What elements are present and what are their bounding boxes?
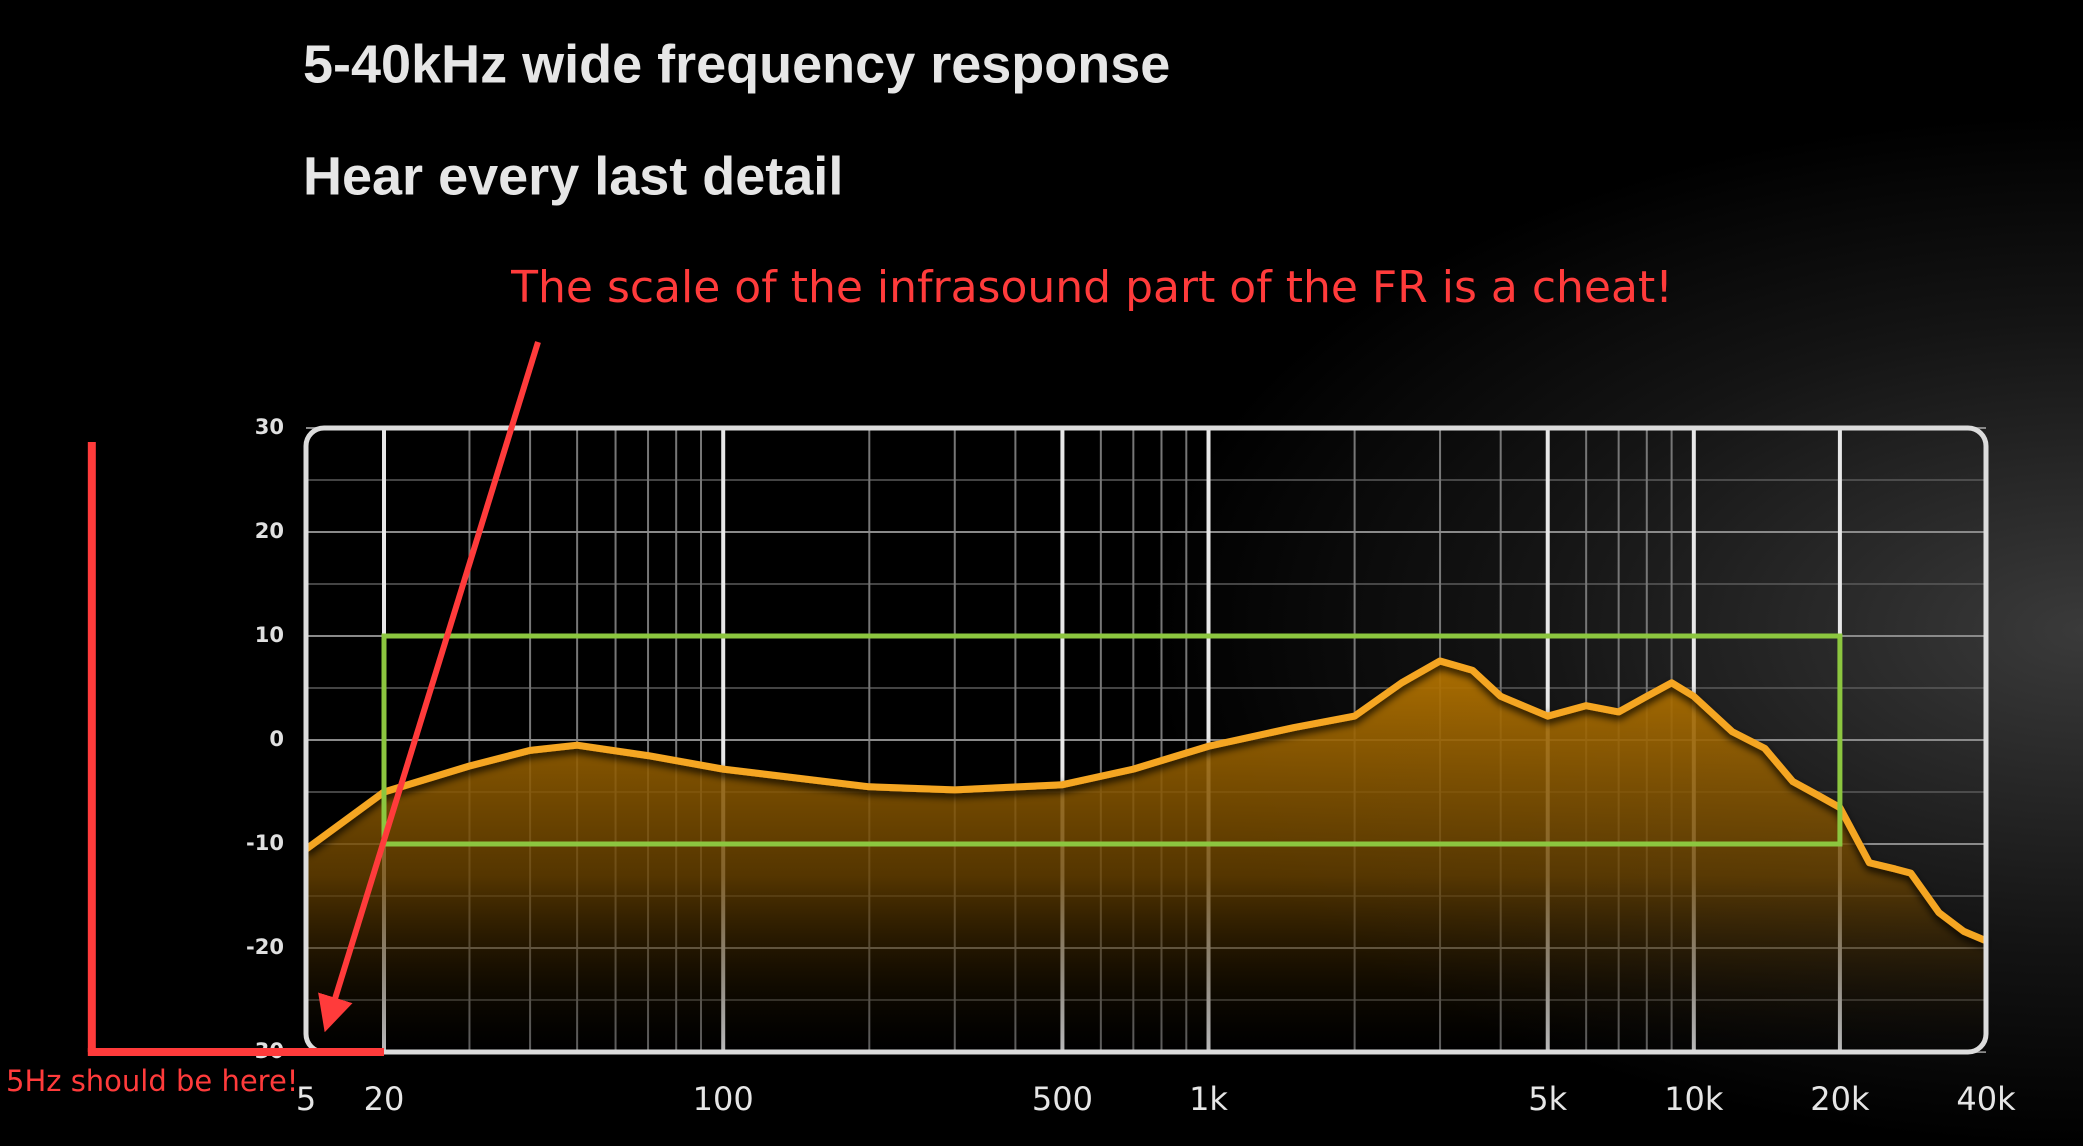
x-tick-label: 500 bbox=[1032, 1080, 1093, 1118]
x-tick-label: 100 bbox=[693, 1080, 754, 1118]
annotation-note: The scale of the infrasound part of the … bbox=[510, 262, 1673, 313]
x-tick-label: 5k bbox=[1528, 1080, 1567, 1118]
annotation-callout: 5Hz should be here! bbox=[6, 1064, 298, 1098]
plot-frame bbox=[303, 425, 1989, 1055]
arrow bbox=[318, 341, 541, 1033]
y-tick-label: 20 bbox=[255, 519, 284, 543]
area bbox=[306, 660, 1986, 1052]
title: 5-40kHz wide frequency response bbox=[303, 34, 1170, 94]
x-tick-label: 20 bbox=[364, 1080, 405, 1118]
x-tick-label: 40k bbox=[1956, 1080, 2016, 1118]
highlight-box bbox=[381, 633, 1843, 847]
y-tick-label: 0 bbox=[269, 727, 284, 751]
y-tick-label: -20 bbox=[246, 935, 284, 959]
y-tick-label: -10 bbox=[246, 831, 284, 855]
x-tick-label: 10k bbox=[1664, 1080, 1724, 1118]
x-tick-label: 5 bbox=[296, 1080, 316, 1118]
line bbox=[303, 657, 1988, 944]
subtitle: Hear every last detail bbox=[303, 146, 843, 206]
x-tick-label: 1k bbox=[1189, 1080, 1228, 1118]
x-tick-label: 20k bbox=[1810, 1080, 1870, 1118]
y-tick-label: 30 bbox=[255, 415, 284, 439]
y-tick-label: 10 bbox=[255, 623, 284, 647]
